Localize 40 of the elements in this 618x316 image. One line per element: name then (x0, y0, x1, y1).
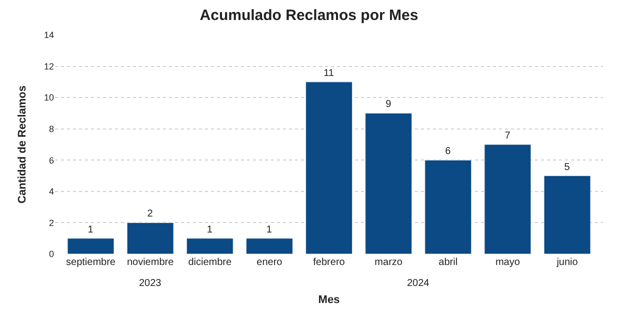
x-tick-label: mayo (495, 257, 520, 268)
y-tick-label: 12 (44, 61, 54, 72)
x-tick-label: diciembre (188, 257, 232, 268)
chart-title: Acumulado Reclamos por Mes (200, 6, 418, 24)
data-label: 7 (504, 130, 511, 142)
y-tick-label: 14 (44, 30, 54, 40)
bar (186, 238, 234, 254)
data-label: 1 (88, 224, 94, 236)
x-tick-label: noviembre (126, 257, 174, 268)
text: 2024 (407, 278, 430, 289)
bar (67, 238, 114, 254)
x-tick-label: junio (556, 257, 578, 268)
data-label: 1 (206, 224, 213, 236)
x-tick-label: enero (256, 257, 283, 268)
y-tick-label: 0 (48, 249, 54, 260)
x-tick-label: abril (438, 257, 458, 268)
bar (365, 112, 412, 254)
data-label: 5 (564, 162, 570, 173)
y-axis-title: Cantidad de Reclamos (16, 86, 29, 204)
bar (484, 144, 532, 254)
y-tick-label: 10 (44, 92, 54, 103)
bar (306, 82, 352, 254)
data-label: 2 (147, 208, 154, 220)
x-tick-label: septiembre (66, 257, 116, 268)
text: 2023 (139, 278, 162, 289)
data-label: 1 (266, 224, 272, 236)
bar (126, 222, 174, 254)
bar (544, 176, 591, 254)
y-tick-label: 2 (48, 218, 54, 228)
x-tick-label: marzo (374, 257, 403, 268)
y-tick-label: 6 (48, 155, 54, 166)
data-label: 6 (445, 146, 452, 158)
y-tick-label: 8 (48, 124, 54, 134)
data-label: 11 (324, 68, 334, 79)
y-tick-label: 4 (48, 186, 54, 197)
x-tick-label: febrero (313, 257, 346, 268)
bar (246, 238, 293, 254)
x-axis-title: Mes (318, 294, 340, 306)
bar (424, 160, 472, 254)
data-label: 9 (386, 99, 392, 110)
